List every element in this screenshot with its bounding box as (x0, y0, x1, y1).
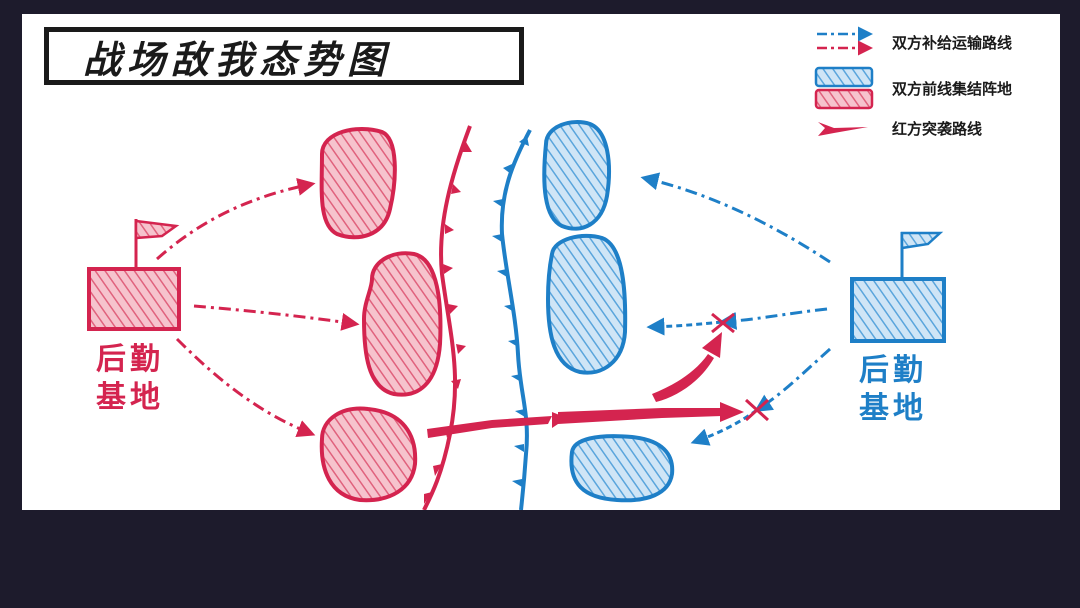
red-supply-route-2 (193, 304, 360, 331)
blue-flag-icon (900, 231, 944, 250)
red-supply-routes (156, 178, 360, 438)
cross-mark-icon (711, 312, 735, 334)
red-supply-route-3 (175, 337, 316, 438)
red-camp-1 (319, 127, 397, 240)
blue-camps (542, 120, 675, 503)
legend (814, 26, 874, 136)
legend-red-raid-label: 红方突袭路线 (892, 120, 983, 138)
legend-raid-arrow-icon (818, 122, 868, 136)
blue-base-label-line1: 后勤 (859, 353, 927, 388)
blue-front-line (492, 129, 532, 510)
red-supply-route-1 (156, 178, 316, 261)
blue-base (850, 231, 946, 343)
red-raid-routes (427, 332, 744, 438)
red-camp-3 (319, 406, 418, 503)
blue-camp-2 (545, 233, 628, 375)
red-camps (319, 127, 443, 503)
blue-base-label-line2: 基地 (859, 391, 927, 426)
red-raid-route-2 (558, 408, 722, 424)
legend-frontline-camp-label: 双方前线集结阵地 (892, 80, 1013, 98)
battlefield-diagram (87, 26, 946, 510)
diagram-canvas: 战场敌我态势图 (22, 14, 1060, 510)
blue-base-label: 后勤 基地 (848, 352, 938, 428)
blue-supply-route-3-cut (690, 408, 758, 446)
blue-supply-route-1 (640, 172, 831, 264)
blue-camp-3 (569, 434, 675, 503)
red-base-label-line2: 基地 (96, 380, 164, 415)
blue-supply-routes (640, 172, 831, 446)
diagram-title: 战场敌我态势图 (44, 27, 524, 85)
red-base-label-line1: 后勤 (96, 342, 164, 377)
red-base-building (87, 267, 181, 331)
red-flag-icon (134, 219, 180, 240)
red-raid-route-3 (652, 354, 714, 402)
legend-supply-route-label: 双方补给运输路线 (892, 34, 1013, 52)
legend-blue-camp-swatch (814, 66, 874, 88)
red-base-label: 后勤 基地 (85, 341, 175, 417)
blue-supply-route-2-cut (646, 317, 723, 336)
cross-mark-icon (744, 398, 770, 422)
red-camp-2 (361, 251, 443, 397)
legend-red-camp-swatch (814, 88, 874, 110)
red-raid-route-1 (427, 416, 552, 438)
blue-base-building (850, 277, 946, 343)
blue-supply-route-2 (718, 307, 828, 330)
red-base (87, 219, 181, 331)
cross-marks (711, 312, 770, 422)
blue-camp-1 (542, 120, 611, 231)
